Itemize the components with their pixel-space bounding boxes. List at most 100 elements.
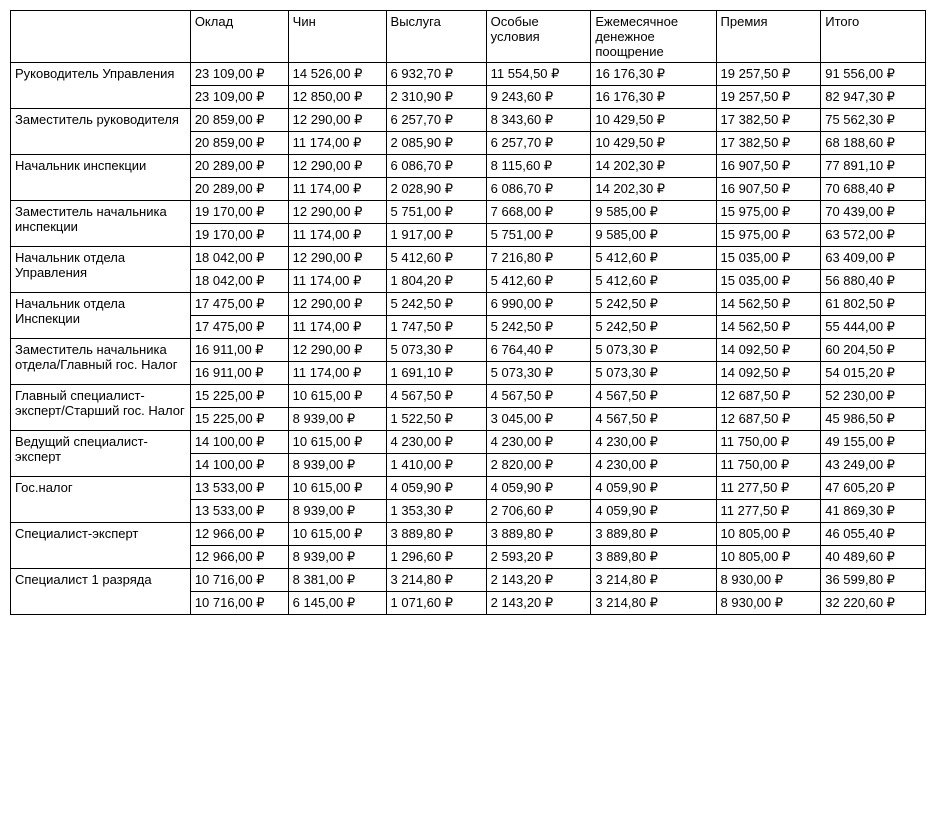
position-label: Заместитель начальника отдела/Главный го… [11, 339, 191, 385]
cell: 5 242,50 ₽ [591, 316, 716, 339]
cell: 14 100,00 ₽ [190, 431, 288, 454]
cell: 12 290,00 ₽ [288, 109, 386, 132]
cell: 10 716,00 ₽ [190, 569, 288, 592]
cell: 6 086,70 ₽ [386, 155, 486, 178]
cell: 19 257,50 ₽ [716, 63, 821, 86]
cell: 4 567,50 ₽ [386, 385, 486, 408]
cell: 5 242,50 ₽ [386, 293, 486, 316]
cell: 77 891,10 ₽ [821, 155, 926, 178]
cell: 5 073,30 ₽ [386, 339, 486, 362]
cell: 41 869,30 ₽ [821, 500, 926, 523]
cell: 3 889,80 ₽ [591, 546, 716, 569]
cell: 11 174,00 ₽ [288, 362, 386, 385]
cell: 11 174,00 ₽ [288, 224, 386, 247]
cell: 15 035,00 ₽ [716, 247, 821, 270]
cell: 10 615,00 ₽ [288, 431, 386, 454]
cell: 63 409,00 ₽ [821, 247, 926, 270]
position-label: Специалист 1 разряда [11, 569, 191, 615]
cell: 36 599,80 ₽ [821, 569, 926, 592]
cell: 2 310,90 ₽ [386, 86, 486, 109]
table-row: Специалист-эксперт12 966,00 ₽10 615,00 ₽… [11, 523, 926, 546]
salary-table: ОкладЧинВыслугаОсобые условияЕжемесячное… [10, 10, 926, 615]
cell: 15 225,00 ₽ [190, 408, 288, 431]
position-label: Заместитель начальника инспекции [11, 201, 191, 247]
cell: 5 412,60 ₽ [591, 270, 716, 293]
cell: 6 145,00 ₽ [288, 592, 386, 615]
cell: 10 716,00 ₽ [190, 592, 288, 615]
position-label: Гос.налог [11, 477, 191, 523]
cell: 5 412,60 ₽ [486, 270, 591, 293]
cell: 1 296,60 ₽ [386, 546, 486, 569]
cell: 15 975,00 ₽ [716, 224, 821, 247]
cell: 6 932,70 ₽ [386, 63, 486, 86]
cell: 12 687,50 ₽ [716, 385, 821, 408]
table-row: Заместитель руководителя20 859,00 ₽12 29… [11, 109, 926, 132]
cell: 63 572,00 ₽ [821, 224, 926, 247]
cell: 3 889,80 ₽ [486, 523, 591, 546]
cell: 15 225,00 ₽ [190, 385, 288, 408]
cell: 52 230,00 ₽ [821, 385, 926, 408]
cell: 4 059,90 ₽ [486, 477, 591, 500]
cell: 10 615,00 ₽ [288, 385, 386, 408]
cell: 16 911,00 ₽ [190, 362, 288, 385]
cell: 14 526,00 ₽ [288, 63, 386, 86]
cell: 2 820,00 ₽ [486, 454, 591, 477]
cell: 12 290,00 ₽ [288, 247, 386, 270]
cell: 11 554,50 ₽ [486, 63, 591, 86]
cell: 16 176,30 ₽ [591, 86, 716, 109]
cell: 6 257,70 ₽ [486, 132, 591, 155]
cell: 2 706,60 ₽ [486, 500, 591, 523]
cell: 10 615,00 ₽ [288, 523, 386, 546]
cell: 56 880,40 ₽ [821, 270, 926, 293]
cell: 19 170,00 ₽ [190, 224, 288, 247]
cell: 8 930,00 ₽ [716, 569, 821, 592]
cell: 11 277,50 ₽ [716, 500, 821, 523]
cell: 16 907,50 ₽ [716, 178, 821, 201]
cell: 10 615,00 ₽ [288, 477, 386, 500]
col-header-5: Ежемесячное денежное поощрение [591, 11, 716, 63]
table-row: Главный специалист-эксперт/Старший гос. … [11, 385, 926, 408]
cell: 8 939,00 ₽ [288, 408, 386, 431]
cell: 1 410,00 ₽ [386, 454, 486, 477]
table-row: Гос.налог13 533,00 ₽10 615,00 ₽4 059,90 … [11, 477, 926, 500]
cell: 3 214,80 ₽ [386, 569, 486, 592]
cell: 5 412,60 ₽ [386, 247, 486, 270]
cell: 32 220,60 ₽ [821, 592, 926, 615]
cell: 12 850,00 ₽ [288, 86, 386, 109]
cell: 5 751,00 ₽ [486, 224, 591, 247]
col-header-1: Оклад [190, 11, 288, 63]
position-label: Ведущий специалист-эксперт [11, 431, 191, 477]
cell: 3 889,80 ₽ [386, 523, 486, 546]
cell: 2 085,90 ₽ [386, 132, 486, 155]
cell: 61 802,50 ₽ [821, 293, 926, 316]
cell: 4 230,00 ₽ [486, 431, 591, 454]
col-header-3: Выслуга [386, 11, 486, 63]
header-row: ОкладЧинВыслугаОсобые условияЕжемесячное… [11, 11, 926, 63]
cell: 54 015,20 ₽ [821, 362, 926, 385]
cell: 4 230,00 ₽ [591, 454, 716, 477]
col-header-0 [11, 11, 191, 63]
cell: 1 804,20 ₽ [386, 270, 486, 293]
cell: 5 412,60 ₽ [591, 247, 716, 270]
cell: 10 805,00 ₽ [716, 523, 821, 546]
cell: 15 035,00 ₽ [716, 270, 821, 293]
cell: 5 751,00 ₽ [386, 201, 486, 224]
cell: 11 174,00 ₽ [288, 316, 386, 339]
position-label: Главный специалист-эксперт/Старший гос. … [11, 385, 191, 431]
cell: 16 176,30 ₽ [591, 63, 716, 86]
cell: 20 859,00 ₽ [190, 109, 288, 132]
table-row: Начальник инспекции20 289,00 ₽12 290,00 … [11, 155, 926, 178]
cell: 4 567,50 ₽ [486, 385, 591, 408]
cell: 10 805,00 ₽ [716, 546, 821, 569]
cell: 1 917,00 ₽ [386, 224, 486, 247]
cell: 1 691,10 ₽ [386, 362, 486, 385]
cell: 12 966,00 ₽ [190, 523, 288, 546]
cell: 60 204,50 ₽ [821, 339, 926, 362]
cell: 91 556,00 ₽ [821, 63, 926, 86]
cell: 3 045,00 ₽ [486, 408, 591, 431]
cell: 11 174,00 ₽ [288, 270, 386, 293]
cell: 17 382,50 ₽ [716, 132, 821, 155]
cell: 70 688,40 ₽ [821, 178, 926, 201]
cell: 5 073,30 ₽ [486, 362, 591, 385]
table-head: ОкладЧинВыслугаОсобые условияЕжемесячное… [11, 11, 926, 63]
